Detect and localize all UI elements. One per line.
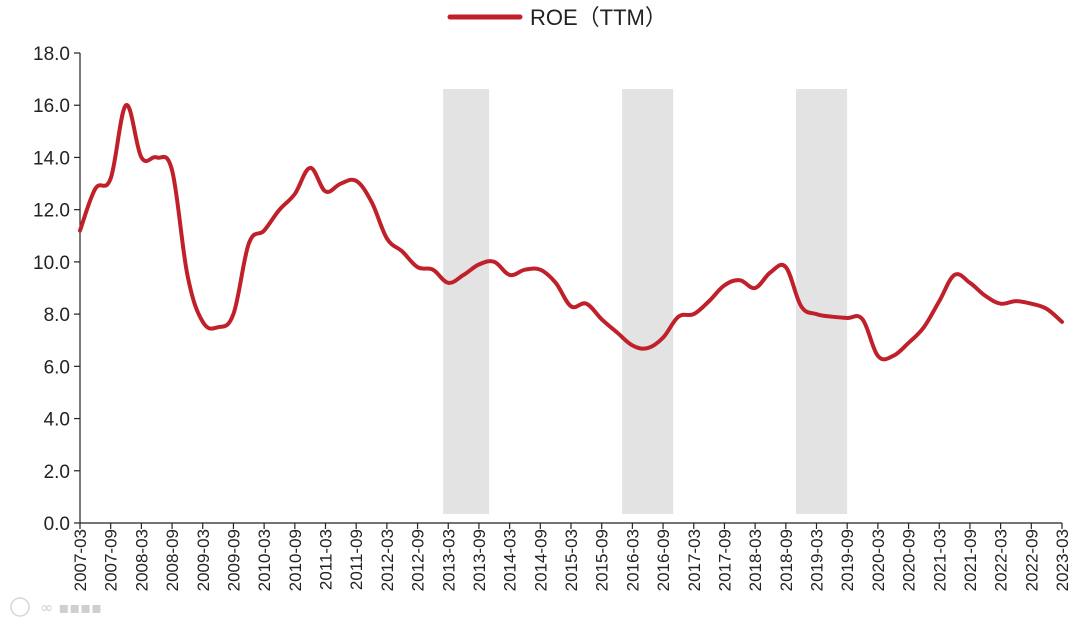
x-tick-label: 2010-09 [286,529,305,591]
y-tick-label: 14.0 [33,148,70,169]
series-points [78,103,1064,358]
x-tick-label: 2019-09 [838,529,857,591]
x-tick-label: 2021-09 [961,529,980,591]
legend: ROE（TTM） [447,5,667,30]
x-tick-label: 2017-03 [685,529,704,591]
x-tick-label: 2012-09 [409,529,428,591]
x-tick-label: 2020-03 [869,529,888,591]
y-tick-label: 10.0 [33,253,70,274]
x-tick-label: 2022-09 [1022,529,1041,591]
x-tick-label: 2016-09 [654,529,673,591]
y-tick-label: 18.0 [33,44,70,65]
y-tick-label: 8.0 [44,305,70,326]
shaded-band-2 [622,89,674,514]
x-tick-label: 2015-09 [593,529,612,591]
roe-series-line [78,103,1064,362]
x-tick-label: 2020-09 [900,529,919,591]
x-tick-label: 2013-09 [470,529,489,591]
x-tick-label: 2016-03 [623,529,642,591]
x-tick-label: 2018-09 [777,529,796,591]
y-axis: 0.0 2.0 4.0 6.0 8.0 10.0 12.0 14.0 16.0 18.0 [33,44,81,535]
x-tick-label: 2008-03 [132,529,151,591]
x-tick-label: 2015-03 [562,529,581,591]
x-tick-label: 2009-09 [224,529,243,591]
x-tick-label: 2007-09 [102,529,121,591]
watermark-icon [10,597,30,617]
y-tick-label: 2.0 [44,462,70,483]
legend-label: ROE（TTM） [530,5,667,30]
x-tick-label: 2018-03 [746,529,765,591]
shaded-band-3 [796,89,848,514]
x-tick-label: 2021-03 [930,529,949,591]
y-tick-label: 12.0 [33,201,70,222]
x-tick-label: 2009-03 [194,529,213,591]
shaded-periods [443,89,848,514]
x-tick-label: 2008-09 [163,529,182,591]
y-tick-label: 4.0 [44,410,70,431]
x-tick-label: 2012-03 [378,529,397,591]
x-tick-label: 2022-03 [992,529,1011,591]
watermark-text: ∞ ▪▪▪▪ [40,598,102,617]
y-tick-label: 6.0 [44,357,70,378]
x-tick-label: 2011-03 [317,529,336,590]
x-tick-label: 2017-09 [715,529,734,591]
shaded-band-1 [443,89,490,514]
x-axis: 2007-03 2007-09 2008-03 2008-09 2009-03 2009-… [71,522,1072,591]
x-tick-label: 2014-09 [531,529,550,591]
x-tick-label: 2010-03 [255,529,274,591]
y-tick-label: 0.0 [44,514,70,535]
x-tick-label: 2014-03 [501,529,520,591]
y-tick-label: 16.0 [33,96,70,117]
x-tick-label: 2023-03 [1053,529,1072,591]
x-tick-label: 2013-03 [439,529,458,591]
x-tick-label: 2019-03 [808,529,827,591]
x-tick-label: 2011-09 [347,529,366,590]
watermark: ∞ ▪▪▪▪ [10,597,102,617]
x-tick-label: 2007-03 [71,529,90,591]
